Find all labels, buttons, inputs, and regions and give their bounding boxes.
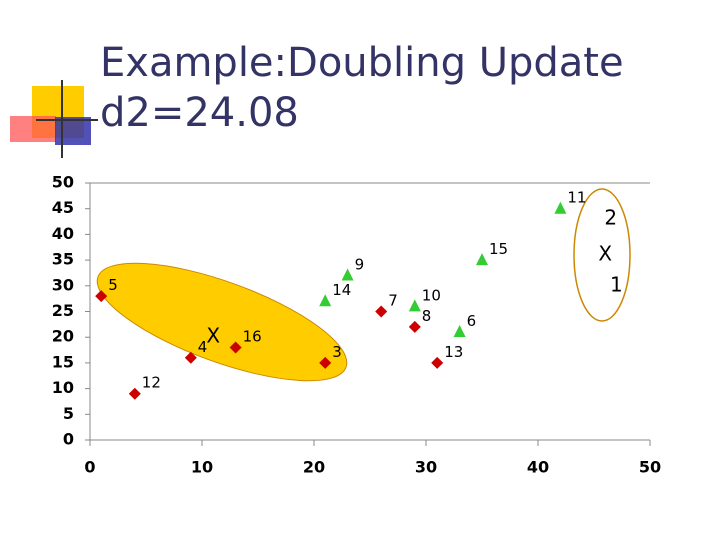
logo-square — [55, 117, 91, 145]
point-label: 14 — [332, 281, 351, 299]
y-tick-label: 35 — [52, 250, 74, 269]
x-tick-label: 50 — [639, 458, 661, 477]
title-line: Example:Doubling Update — [100, 40, 624, 86]
point-label: 11 — [567, 189, 586, 207]
point-label: 15 — [489, 240, 508, 258]
title-line: d2=24.08 — [100, 90, 299, 136]
point — [229, 341, 242, 354]
cluster-ellipse — [96, 262, 348, 382]
point — [453, 325, 466, 338]
x-tick-label: 10 — [191, 458, 213, 477]
y-tick-label: 40 — [52, 224, 74, 243]
point — [408, 299, 421, 312]
y-tick-label: 45 — [52, 198, 74, 217]
annotation: 2 — [604, 205, 617, 229]
point — [341, 268, 354, 281]
cluster-ellipse — [573, 188, 631, 322]
point-label: 12 — [142, 374, 161, 392]
annotation: 1 — [610, 272, 623, 296]
y-tick-label: 20 — [52, 327, 74, 346]
y-tick-label: 50 — [52, 173, 74, 192]
point — [554, 201, 567, 214]
point-label: 4 — [198, 338, 208, 356]
x-tick-label: 40 — [527, 458, 549, 477]
y-tick-label: 5 — [63, 404, 74, 423]
point — [319, 356, 332, 369]
point-label: 9 — [355, 256, 365, 274]
point — [95, 290, 108, 303]
point-label: 10 — [422, 286, 441, 304]
point — [375, 305, 388, 318]
point-label: 5 — [108, 276, 118, 294]
point-label: 16 — [243, 327, 262, 345]
x-tick-label: 20 — [303, 458, 325, 477]
point — [319, 294, 332, 307]
y-tick-label: 10 — [52, 378, 74, 397]
point — [128, 387, 141, 400]
point — [476, 253, 488, 266]
point-label: 3 — [332, 343, 342, 361]
annotation: X — [598, 241, 612, 265]
x-tick-label: 30 — [415, 458, 437, 477]
y-tick-label: 30 — [52, 275, 74, 294]
logo — [10, 80, 98, 158]
point-label: 8 — [422, 307, 432, 325]
y-tick-label: 25 — [52, 301, 74, 320]
annotation: X — [206, 324, 220, 348]
x-tick-label: 0 — [84, 458, 95, 477]
point — [184, 351, 197, 364]
point-label: 13 — [444, 343, 463, 361]
point — [431, 356, 444, 369]
y-tick-label: 15 — [52, 352, 74, 371]
point — [408, 320, 421, 333]
point-label: 7 — [388, 292, 398, 310]
point-label: 6 — [467, 312, 477, 330]
y-tick-label: 0 — [63, 430, 74, 449]
